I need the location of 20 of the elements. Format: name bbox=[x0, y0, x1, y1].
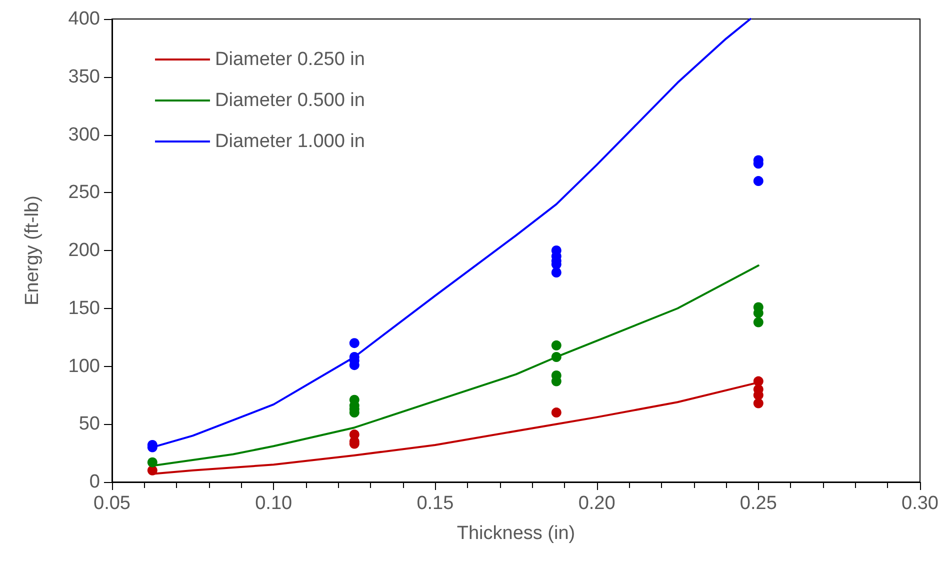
y-tick-label: 250 bbox=[68, 182, 100, 204]
y-tick-label: 150 bbox=[68, 298, 100, 319]
y-tick-label: 200 bbox=[68, 240, 100, 261]
y-tick-label: 50 bbox=[78, 414, 100, 435]
y-axis-title: Energy (ft-lb) bbox=[22, 196, 43, 306]
x-axis-title: Thickness (in) bbox=[456, 523, 576, 544]
x-tick-label: 0.30 bbox=[902, 493, 938, 514]
y-tick-label: 100 bbox=[68, 356, 100, 377]
y-tick-label: 400 bbox=[68, 8, 100, 30]
x-tick-label: 0.25 bbox=[740, 493, 777, 514]
y-tick-label: 0 bbox=[89, 472, 100, 492]
y-tick-label: 350 bbox=[68, 66, 100, 88]
legend-label: Diameter 1.000 in bbox=[215, 131, 365, 152]
legend-label: Diameter 0.250 in bbox=[215, 49, 365, 70]
x-tick-label: 0.20 bbox=[578, 493, 616, 514]
x-tick-label: 0.05 bbox=[94, 493, 130, 514]
legend-label: Diameter 0.500 in bbox=[215, 90, 365, 111]
y-tick-label: 300 bbox=[68, 124, 100, 146]
x-tick-label: 0.15 bbox=[416, 493, 454, 514]
x-tick-label: 0.10 bbox=[255, 493, 292, 514]
